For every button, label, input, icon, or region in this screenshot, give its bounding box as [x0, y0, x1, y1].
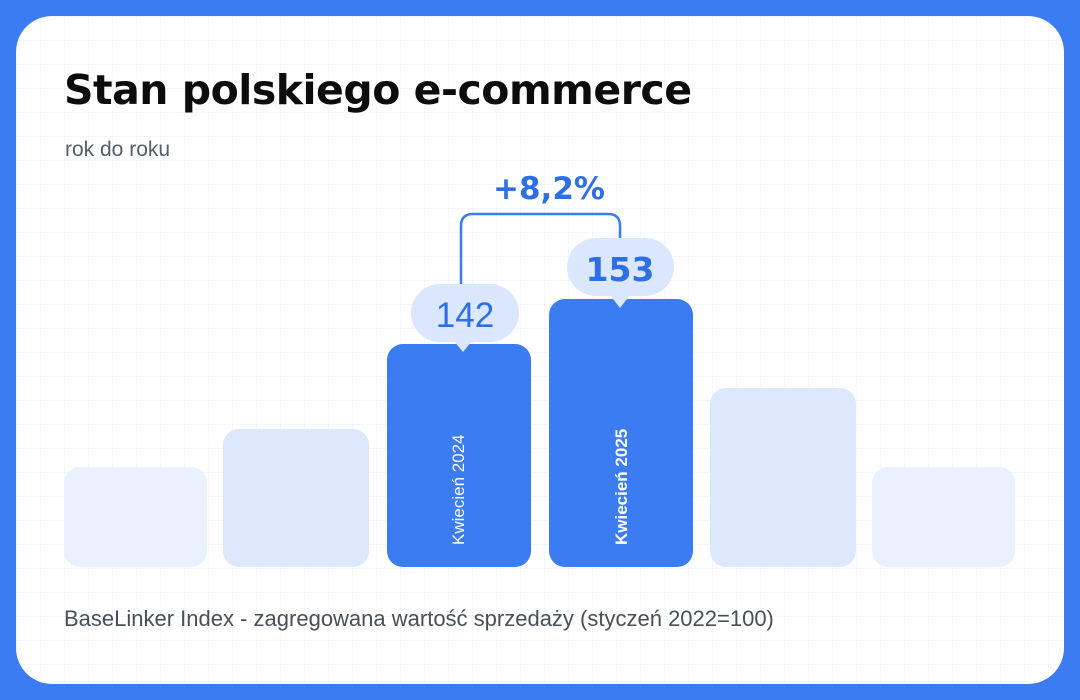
bar-context-1	[64, 467, 207, 567]
value-label-april-2025: 153	[586, 250, 655, 289]
chart-footnote: BaseLinker Index - zagregowana wartość s…	[64, 606, 774, 631]
change-percentage: +8,2%	[493, 171, 605, 207]
bar-april-2025	[549, 299, 693, 567]
chart-card: Stan polskiego e-commerce rok do roku Ba…	[16, 16, 1064, 684]
value-bubble-april-2025	[567, 238, 674, 308]
bar-context-3	[710, 388, 856, 567]
chart-title: Stan polskiego e-commerce	[64, 66, 692, 114]
chart-subtitle: rok do roku	[65, 138, 171, 161]
bar-context-4	[872, 467, 1015, 567]
value-bubble-april-2024	[411, 284, 519, 352]
bar-april-2024	[387, 344, 531, 567]
bar-context-2	[223, 429, 369, 567]
bar-label-april-2025: Kwiecień 2025	[612, 429, 631, 545]
value-label-april-2024: 142	[436, 296, 494, 335]
bar-label-april-2024: Kwiecień 2024	[449, 434, 468, 545]
change-bracket	[459, 212, 622, 286]
